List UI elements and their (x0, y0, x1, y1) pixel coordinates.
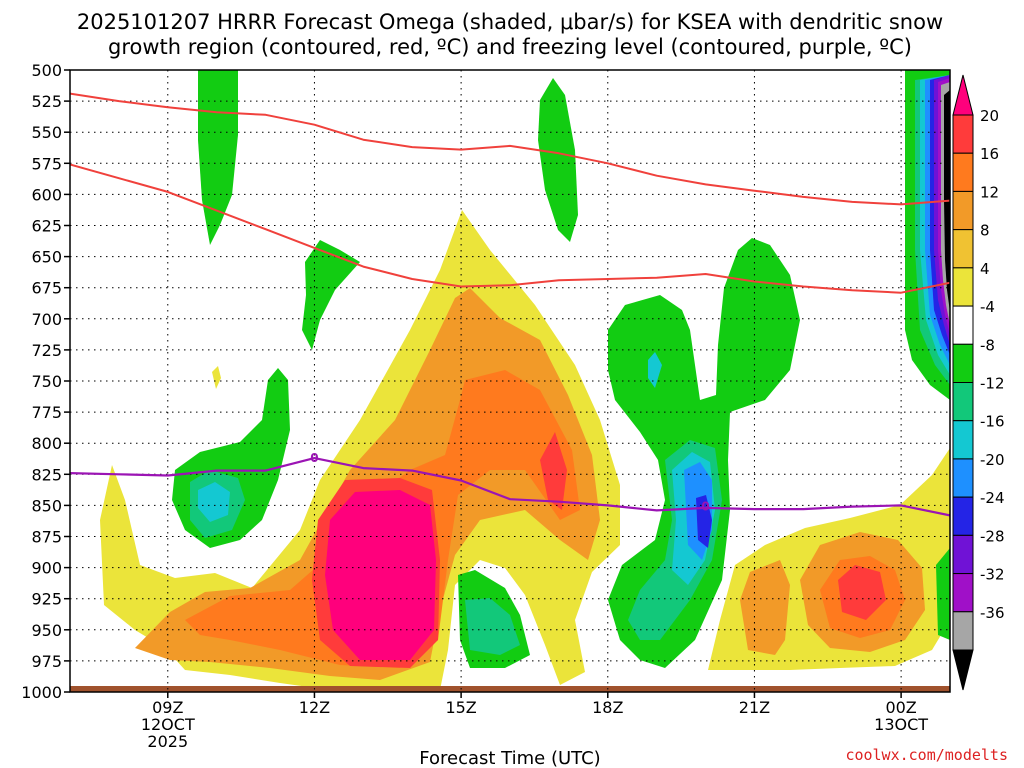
colorbar-label: 16 (980, 145, 999, 163)
colorbar-segment (952, 152, 974, 192)
colorbar-segment (952, 458, 974, 498)
colorbar-label: -12 (980, 375, 1005, 393)
colorbar-bottom-arrow (952, 649, 974, 691)
colorbar-segment (952, 573, 974, 613)
omega-shading (70, 70, 950, 692)
y-tick-label: 675 (31, 279, 62, 298)
y-tick-label: 500 (31, 61, 62, 80)
x-axis-label: Forecast Time (UTC) (419, 748, 600, 768)
colorbar-segment (952, 229, 974, 269)
y-tick-label: 650 (31, 248, 62, 267)
colorbar-segment (952, 382, 974, 422)
x-tick-label: 12OCT (141, 715, 195, 734)
x-tick-label: 21Z (739, 698, 770, 717)
y-tick-label: 850 (31, 496, 62, 515)
colorbar-label: 8 (980, 222, 990, 240)
colorbar-top-arrow (952, 74, 974, 116)
colorbar-label: 4 (980, 260, 990, 278)
y-tick-label: 600 (31, 185, 62, 204)
colorbar-label: -28 (980, 527, 1005, 545)
colorbar-segment (952, 305, 974, 345)
colorbar-label: 12 (980, 183, 999, 201)
y-tick-label: 875 (31, 528, 62, 547)
x-tick-label: 18Z (592, 698, 623, 717)
colorbar-segment (952, 190, 974, 231)
colorbar-segment (952, 534, 974, 575)
colorbar-label: 20 (980, 107, 999, 125)
contour-series: 00 (70, 92, 950, 517)
chart-title-line2: growth region (contoured, red, ºC) and f… (108, 35, 912, 59)
colorbar-label: -16 (980, 413, 1005, 431)
x-tick-label: 09Z (152, 698, 183, 717)
contour-label: 0 (701, 499, 709, 513)
dendritic-growth-line (70, 163, 950, 294)
colorbar-label: -4 (980, 298, 995, 316)
y-tick-label: 800 (31, 434, 62, 453)
y-tick-label: 625 (31, 217, 62, 236)
y-tick-label: 775 (31, 403, 62, 422)
colorbar-label: -20 (980, 451, 1005, 469)
credit-text: coolwx.com/modelts (845, 746, 1008, 764)
pressure-grid (70, 70, 950, 692)
colorbar: 20 16 12 8 4 -4 -8 -12 -16 -20 -24 -28 -32 -36 (952, 74, 1005, 691)
y-tick-label: 950 (31, 621, 62, 640)
x-tick-label: 00Z (885, 698, 916, 717)
y-tick-label: 750 (31, 372, 62, 391)
colorbar-label: -32 (980, 566, 1005, 584)
x-tick-label: 13OCT (874, 715, 928, 734)
contour-label: 0 (310, 451, 318, 465)
y-tick-label: 700 (31, 310, 62, 329)
y-tick-label: 825 (31, 465, 62, 484)
x-tick-label: 15Z (445, 698, 476, 717)
colorbar-segment (952, 420, 974, 460)
y-tick-label: 725 (31, 341, 62, 360)
colorbar-label: -8 (980, 336, 995, 354)
y-tick-label: 975 (31, 652, 62, 671)
colorbar-segment (952, 114, 974, 154)
chart-title-line1: 2025101207 HRRR Forecast Omega (shaded, … (77, 10, 943, 34)
colorbar-segment (952, 267, 974, 307)
dendritic-growth-line (70, 92, 950, 206)
y-tick-label: 1000 (21, 683, 62, 702)
freezing-level-line (70, 457, 950, 517)
colorbar-label: -36 (980, 604, 1005, 622)
y-tick-label: 925 (31, 590, 62, 609)
y-tick-label: 575 (31, 154, 62, 173)
colorbar-segment (952, 611, 974, 651)
colorbar-segment (952, 343, 974, 383)
y-tick-label: 525 (31, 92, 62, 111)
y-tick-label: 900 (31, 559, 62, 578)
colorbar-label: -24 (980, 489, 1005, 507)
y-tick-label: 550 (31, 123, 62, 142)
x-tick-label: 12Z (299, 698, 330, 717)
y-axis-ticks: 500 525 550 575 600 625 650 675 700 725 750 775 800 8… (21, 61, 70, 702)
colorbar-segment (952, 496, 974, 536)
x-tick-label: 2025 (147, 732, 188, 751)
